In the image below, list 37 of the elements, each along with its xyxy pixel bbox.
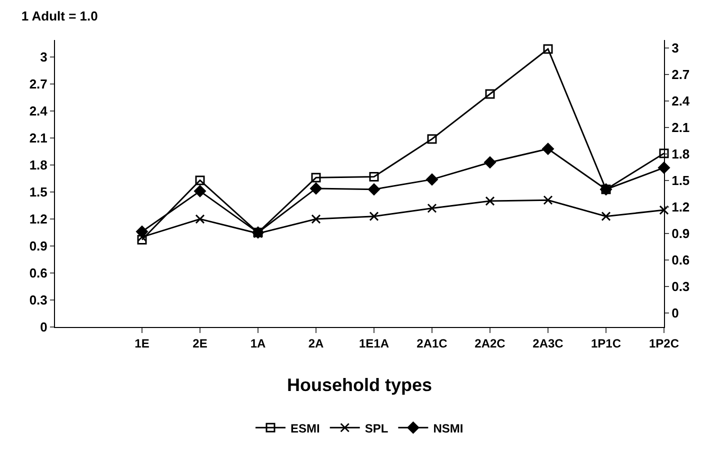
- x-tick-label: 2A1C: [416, 336, 448, 350]
- x-tick-label: 1A: [250, 336, 266, 350]
- chart-title: 1 Adult = 1.0: [21, 8, 98, 24]
- y2-tick-label: 0.3: [672, 278, 690, 294]
- legend-label: NSMI: [433, 421, 464, 436]
- y-tick-label: 2.1: [29, 130, 48, 146]
- x-tick-label: 2A: [308, 336, 324, 350]
- y-tick-label: 0.3: [29, 292, 48, 308]
- legend-label: ESMI: [290, 421, 320, 436]
- x-tick-label: 2A3C: [532, 336, 564, 350]
- y-tick-label: 0.9: [29, 238, 48, 254]
- y2-tick-label: 1.2: [672, 199, 690, 214]
- y2-tick-label: 0: [672, 305, 679, 320]
- y-tick-label: 0.6: [29, 266, 48, 281]
- y-tick-label: 1.2: [29, 212, 48, 227]
- y-tick-label: 3: [40, 50, 48, 65]
- y2-tick-label: 0.6: [672, 252, 690, 268]
- y-tick-label: 2.4: [29, 104, 48, 119]
- y-tick-label: 2.7: [29, 76, 48, 92]
- x-tick-label: 1E1A: [358, 336, 390, 350]
- x-tick-label: 1E: [134, 336, 150, 350]
- x-tick-label: 1P2C: [648, 336, 680, 350]
- x-tick-label: 2A2C: [474, 336, 506, 350]
- x-axis-title: Household types: [286, 375, 432, 395]
- y2-tick-label: 2.7: [672, 66, 690, 82]
- y-tick-label: 1.8: [29, 158, 48, 173]
- x-tick-label: 1P1C: [590, 336, 622, 350]
- y-tick-label: 1.5: [29, 184, 48, 200]
- y2-tick-label: 1.8: [672, 146, 690, 162]
- legend-label: SPL: [364, 421, 388, 436]
- y-tick-label: 0: [40, 320, 48, 335]
- y2-tick-label: 2.1: [672, 120, 690, 135]
- y2-tick-label: 0.9: [672, 226, 690, 241]
- y2-tick-label: 1.5: [672, 172, 690, 188]
- y2-tick-label: 2.4: [672, 93, 690, 108]
- y2-tick-label: 3: [672, 40, 679, 56]
- x-tick-label: 2E: [192, 336, 208, 350]
